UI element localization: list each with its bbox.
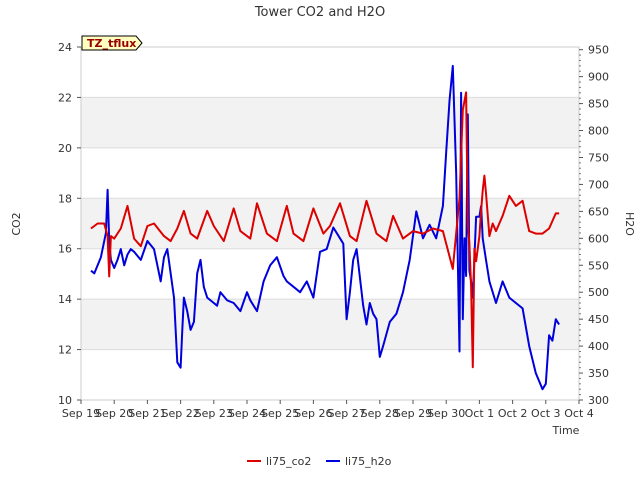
- legend-label-li75-co2: li75_co2: [266, 455, 311, 468]
- x-tick-label: Sep 22: [161, 407, 199, 420]
- right-tick-label: 450: [588, 313, 609, 326]
- x-axis-label: Time: [552, 424, 580, 437]
- legend: li75_co2 li75_h2o: [247, 455, 392, 468]
- right-axis-label: H2O: [623, 212, 636, 236]
- right-tick-label: 700: [588, 178, 609, 191]
- series-line-li75-h2o: [90, 64, 560, 391]
- right-tick-label: 400: [588, 340, 609, 353]
- right-tick-label: 900: [588, 71, 609, 84]
- left-tick-label: 16: [58, 243, 72, 256]
- right-tick-label: 300: [588, 394, 609, 407]
- x-tick-label: Sep 23: [195, 407, 233, 420]
- right-tick-label: 750: [588, 151, 609, 164]
- left-tick-label: 24: [58, 41, 72, 54]
- x-tick-label: Sep 27: [327, 407, 365, 420]
- x-tick-label: Oct 2: [498, 407, 528, 420]
- legend-label-li75-h2o: li75_h2o: [345, 455, 392, 468]
- right-tick-label: 500: [588, 286, 609, 299]
- x-tick-label: Sep 30: [427, 407, 465, 420]
- right-tick-label: 600: [588, 232, 609, 245]
- x-tick-label: Sep 26: [294, 407, 332, 420]
- x-tick-label: Sep 21: [128, 407, 166, 420]
- plot-frame: [80, 46, 580, 401]
- x-tick-label: Oct 4: [564, 407, 594, 420]
- x-tick-label: Sep 24: [228, 407, 266, 420]
- left-axis-label: CO2: [10, 212, 23, 235]
- badge-label: TZ_tflux: [87, 37, 136, 50]
- left-tick-label: 12: [58, 344, 72, 357]
- x-tick-label: Oct 1: [465, 407, 495, 420]
- right-tick-label: 800: [588, 125, 609, 138]
- left-tick-label: 14: [58, 293, 72, 306]
- left-tick-label: 18: [58, 192, 72, 205]
- x-tick-label: Oct 3: [531, 407, 561, 420]
- right-tick-label: 850: [588, 98, 609, 111]
- right-tick-label: 550: [588, 259, 609, 272]
- right-tick-label: 350: [588, 367, 609, 380]
- background-band: [81, 97, 579, 148]
- left-tick-label: 22: [58, 91, 72, 104]
- x-tick-label: Sep 29: [394, 407, 432, 420]
- x-tick-label: Sep 28: [361, 407, 399, 420]
- left-tick-label: 20: [58, 142, 72, 155]
- x-tick-label: Sep 19: [62, 407, 100, 420]
- right-tick-label: 950: [588, 44, 609, 57]
- x-tick-label: Sep 25: [261, 407, 299, 420]
- background-band: [81, 299, 579, 350]
- right-tick-label: 650: [588, 205, 609, 218]
- series-line-li75-co2: [90, 91, 560, 369]
- left-tick-label: 10: [58, 394, 72, 407]
- chart-title: Tower CO2 and H2O: [254, 5, 385, 20]
- x-tick-label: Sep 20: [95, 407, 133, 420]
- tz-tflux-badge: TZ_tflux: [81, 35, 143, 51]
